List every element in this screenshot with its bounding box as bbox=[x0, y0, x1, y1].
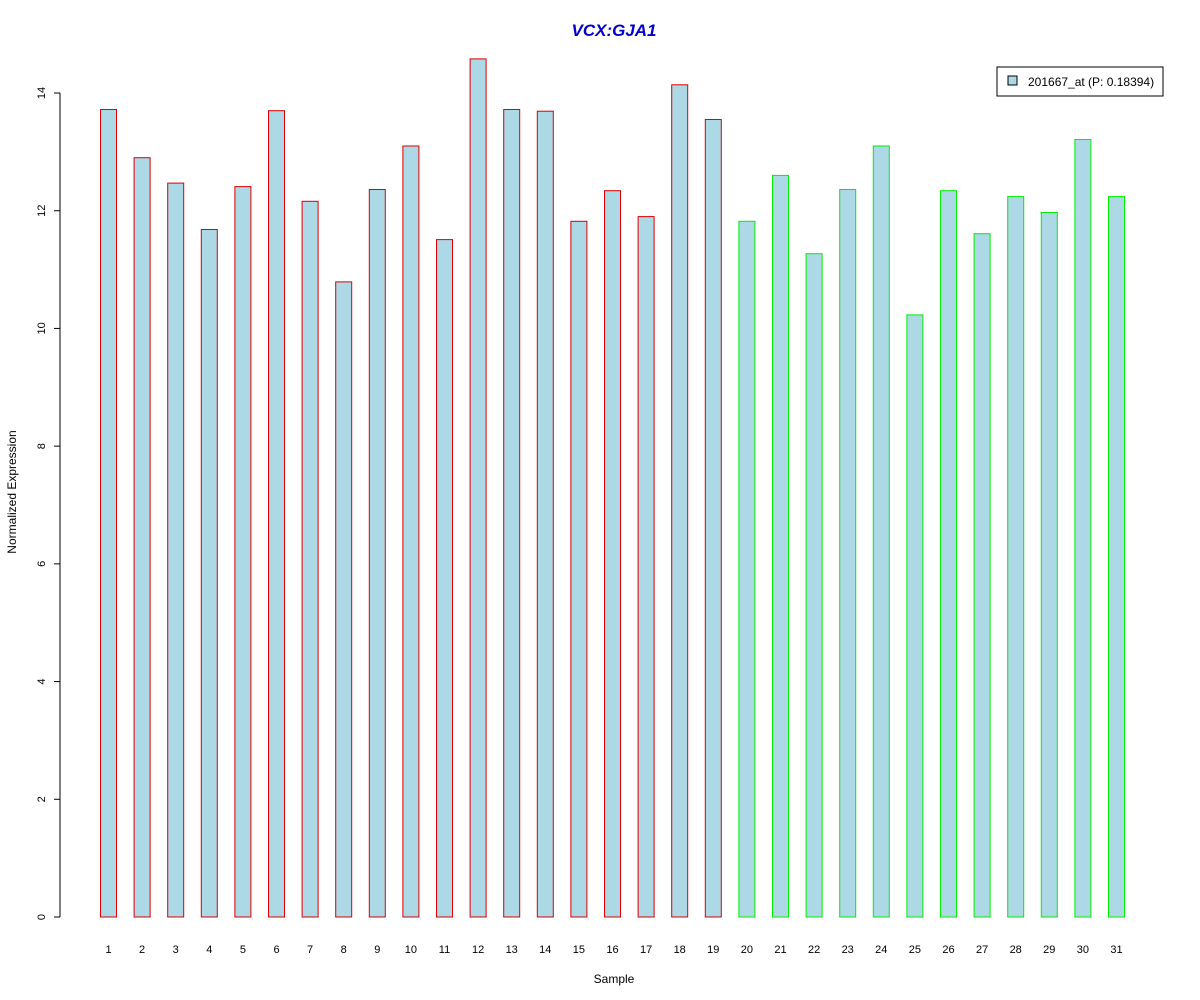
x-tick-label: 18 bbox=[674, 944, 686, 956]
bars-group bbox=[100, 58, 1125, 918]
bar-sample-13 bbox=[503, 109, 521, 918]
x-tick-label: 1 bbox=[105, 944, 111, 956]
y-tick-label: 12 bbox=[36, 205, 48, 217]
bar-sample-4 bbox=[200, 229, 218, 918]
bar-sample-1 bbox=[100, 109, 117, 918]
x-tick-label: 8 bbox=[341, 944, 347, 956]
x-tick-label: 9 bbox=[374, 944, 380, 956]
x-tick-labels: 1 2 3 4 5 6 7 8 9 10 11 12 13 14 15 16 17 18 19 20 21 22 23 24 2… bbox=[105, 944, 1122, 956]
x-tick-label: 10 bbox=[405, 944, 417, 956]
x-tick-label: 30 bbox=[1077, 944, 1089, 956]
bar-sample-11 bbox=[436, 239, 453, 918]
y-axis-label: Normalized Expression bbox=[5, 430, 19, 553]
x-tick-label: 13 bbox=[506, 944, 518, 956]
bar-sample-31 bbox=[1108, 196, 1125, 918]
x-tick-label: 27 bbox=[976, 944, 988, 956]
y-tick-label: 8 bbox=[36, 443, 48, 449]
x-tick-label: 14 bbox=[539, 944, 551, 956]
x-tick-label: 19 bbox=[707, 944, 719, 956]
bar-sample-20 bbox=[738, 220, 756, 918]
bar-sample-29 bbox=[1040, 212, 1058, 918]
x-tick-label: 6 bbox=[273, 944, 279, 956]
y-tick-label: 6 bbox=[36, 561, 48, 567]
legend: 201667_at (P: 0.18394) bbox=[996, 66, 1164, 97]
x-tick-label: 3 bbox=[173, 944, 179, 956]
bar-sample-3 bbox=[167, 182, 185, 918]
bar-sample-12 bbox=[469, 58, 487, 918]
x-tick-label: 24 bbox=[875, 944, 887, 956]
x-tick-label: 7 bbox=[307, 944, 313, 956]
y-tick-label: 10 bbox=[36, 322, 48, 334]
y-tick-label: 4 bbox=[36, 679, 48, 685]
bar-sample-23 bbox=[839, 189, 857, 918]
x-tick-label: 22 bbox=[808, 944, 820, 956]
bar-sample-17 bbox=[637, 216, 655, 918]
x-tick-label: 4 bbox=[206, 944, 212, 956]
bar-sample-27 bbox=[973, 233, 991, 918]
bar-sample-25 bbox=[906, 314, 924, 918]
bar-sample-30 bbox=[1074, 139, 1092, 918]
bar-sample-5 bbox=[234, 186, 252, 918]
x-tick-label: 28 bbox=[1010, 944, 1022, 956]
x-tick-label: 5 bbox=[240, 944, 246, 956]
legend-label: 201667_at (P: 0.18394) bbox=[1028, 75, 1154, 89]
y-tick-label: 14 bbox=[36, 87, 48, 99]
legend-swatch bbox=[1007, 75, 1018, 86]
bar-sample-15 bbox=[570, 220, 588, 918]
bar-sample-19 bbox=[704, 119, 722, 918]
bar-sample-6 bbox=[268, 110, 285, 918]
x-tick-label: 2 bbox=[139, 944, 145, 956]
bar-sample-28 bbox=[1007, 196, 1025, 918]
bar-sample-21 bbox=[772, 174, 789, 918]
y-tick-label: 2 bbox=[36, 796, 48, 802]
bar-sample-8 bbox=[335, 281, 353, 918]
bar-sample-10 bbox=[402, 145, 420, 918]
chart-title: VCX:GJA1 bbox=[571, 21, 656, 40]
bar-sample-16 bbox=[604, 190, 621, 918]
x-tick-label: 23 bbox=[842, 944, 854, 956]
bar-sample-18 bbox=[671, 84, 689, 918]
legend-box bbox=[996, 66, 1164, 97]
y-tick-label: 0 bbox=[36, 914, 48, 920]
bar-sample-24 bbox=[872, 145, 890, 918]
x-tick-label: 29 bbox=[1043, 944, 1055, 956]
bar-sample-9 bbox=[368, 189, 386, 918]
bar-sample-14 bbox=[536, 110, 554, 918]
bar-sample-2 bbox=[133, 157, 151, 918]
x-tick-label: 12 bbox=[472, 944, 484, 956]
x-axis-label: Sample bbox=[594, 972, 635, 986]
x-tick-label: 26 bbox=[942, 944, 954, 956]
x-tick-label: 11 bbox=[439, 944, 450, 956]
x-tick-label: 21 bbox=[774, 944, 786, 956]
x-tick-label: 15 bbox=[573, 944, 585, 956]
x-tick-label: 16 bbox=[606, 944, 618, 956]
x-tick-label: 31 bbox=[1110, 944, 1122, 956]
bar-sample-7 bbox=[301, 200, 319, 918]
y-axis: 0 2 4 6 8 10 12 14 bbox=[36, 87, 61, 920]
bar-sample-22 bbox=[805, 253, 823, 918]
x-tick-label: 17 bbox=[640, 944, 652, 956]
x-tick-label: 20 bbox=[741, 944, 753, 956]
bar-sample-26 bbox=[940, 190, 957, 918]
x-tick-label: 25 bbox=[909, 944, 921, 956]
